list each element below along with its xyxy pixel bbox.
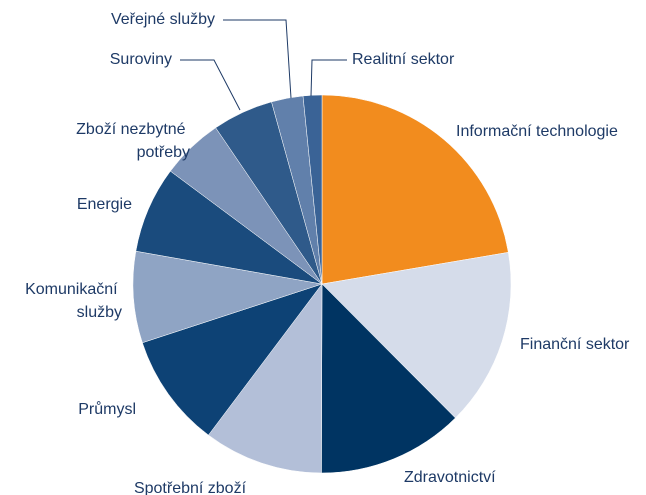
leader-line [180,59,241,111]
pie-slice [302,94,323,285]
labels: Informační technologie Finanční sektor Zdr… [25,11,630,495]
slice-label: Realitní sektor [352,51,455,68]
leader-line [310,59,347,97]
slice-label: Průmysl [78,400,136,418]
slice-label: Veřejné služby [111,11,215,28]
pie-slice [321,283,456,474]
slice-label: Zdravotnictví [404,469,496,486]
slice-label: Komunikační služby [25,281,122,321]
leader-line [223,19,292,99]
slice-label: Energie [77,196,132,213]
pie-slice [321,252,512,419]
pie-slice [142,283,323,436]
pie [132,94,512,474]
pie-slice [321,94,509,285]
slice-label: Zboží nezbytné potřeby [76,121,190,161]
pie-slice [208,283,323,474]
slice-label: Finanční sektor [520,336,630,353]
slice-label: Informační technologie [456,123,618,140]
slice-label: Suroviny [110,51,172,68]
pie-slice [132,250,323,344]
slice-label: Spotřební zboží [134,480,247,495]
